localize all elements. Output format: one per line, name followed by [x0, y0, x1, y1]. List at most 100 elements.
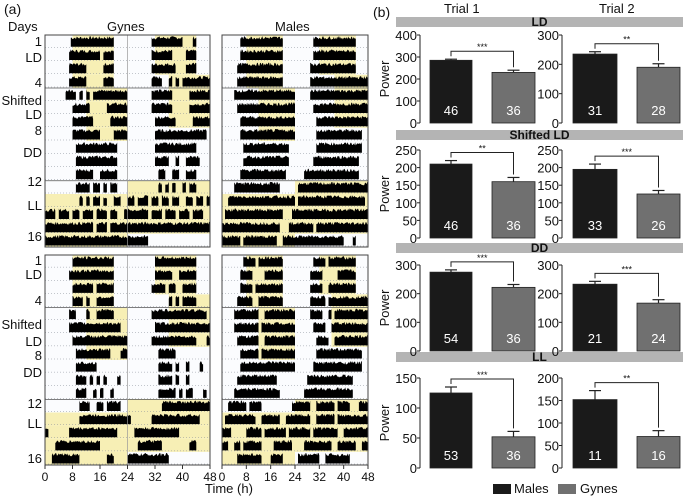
bar-chart-dd-trial-1: 0 100 200 300 Power 54 36 *** — [377, 253, 536, 359]
activity-block — [106, 400, 121, 411]
activity-block — [89, 374, 94, 385]
activity-block — [100, 168, 118, 180]
activity-block — [185, 49, 197, 60]
activity-block — [151, 102, 173, 113]
day-label: 4 — [34, 75, 42, 90]
activity-block — [352, 235, 356, 246]
activity-block — [185, 196, 193, 206]
activity-block — [175, 361, 180, 372]
time-tick-label: 40 — [176, 470, 190, 484]
activity-block — [192, 115, 210, 127]
activity-block — [310, 62, 356, 74]
activity-block — [310, 269, 323, 280]
activity-block — [264, 334, 295, 346]
activity-block — [258, 256, 283, 267]
day-label: DD — [23, 365, 42, 380]
activity-block — [237, 102, 295, 113]
activity-block — [292, 208, 368, 219]
activity-block — [93, 388, 97, 398]
activity-block — [72, 115, 94, 127]
day-label: LL — [27, 198, 42, 213]
activity-block — [243, 440, 262, 451]
activity-block — [240, 129, 295, 140]
activity-block — [328, 256, 356, 267]
activity-block — [179, 269, 197, 280]
sample-size-label: 16 — [651, 448, 665, 463]
bar-gynes — [491, 436, 536, 469]
y-tick-label: 0 — [552, 116, 559, 131]
sample-size-label: 28 — [651, 103, 665, 118]
time-tick-label: 24 — [121, 470, 135, 484]
y-tick-label: 100 — [395, 315, 417, 330]
activity-block — [285, 413, 311, 425]
activity-block — [69, 76, 87, 87]
y-axis-label: Power — [377, 404, 392, 442]
activity-block — [182, 75, 210, 87]
activity-block — [307, 374, 353, 385]
activity-block — [103, 182, 107, 193]
condition-header-ll: LL — [396, 351, 683, 363]
significance-bracket — [450, 261, 514, 282]
actogram-males-bottom — [221, 254, 369, 466]
y-tick-label: 100 — [395, 94, 417, 109]
sample-size-label: 46 — [444, 103, 458, 118]
activity-block — [313, 256, 326, 267]
activity-block — [264, 308, 295, 320]
day-label: LD — [25, 50, 42, 65]
activity-block — [282, 234, 344, 246]
activity-block — [237, 75, 283, 87]
activity-block — [313, 102, 368, 113]
activity-block — [79, 90, 83, 100]
activity-block — [151, 208, 162, 219]
y-tick-label: 200 — [395, 161, 417, 176]
y-tick-label: 0 — [552, 231, 559, 246]
activity-block — [106, 453, 114, 464]
bar-chart-ll-trial-2: 0 50 100 150 200 11 16 ** — [537, 371, 681, 476]
sample-size-label: 46 — [444, 218, 458, 233]
activity-block — [240, 361, 295, 372]
activity-block — [86, 195, 90, 206]
activity-block — [103, 374, 107, 385]
activity-block — [182, 295, 197, 306]
activity-block — [185, 169, 197, 180]
activity-block — [45, 208, 56, 219]
activity-block — [310, 282, 323, 293]
activity-block — [175, 155, 180, 166]
activity-block — [70, 36, 114, 47]
activity-block — [124, 208, 149, 219]
y-tick-label: 200 — [537, 287, 559, 302]
activity-block — [298, 195, 365, 206]
bar-chart-ll-trial-1: 0 50 100 150 Power 53 36 *** — [377, 370, 536, 476]
activity-block — [237, 62, 283, 74]
y-tick-label: 0 — [410, 461, 417, 476]
activity-block — [151, 413, 200, 425]
activity-block — [337, 440, 356, 451]
activity-block — [158, 182, 162, 193]
activity-block — [206, 335, 210, 346]
activity-block — [240, 348, 259, 359]
y-tick-label: 250 — [395, 143, 417, 158]
activity-block — [185, 155, 200, 166]
activity-block — [222, 221, 280, 233]
actogram-frame — [221, 34, 369, 248]
legend-swatch-males — [493, 484, 511, 494]
y-axis-label: Power — [377, 289, 392, 327]
time-tick-label: 48 — [203, 470, 217, 484]
y-tick-label: 0 — [552, 461, 559, 476]
y-tick-label: 50 — [403, 431, 417, 446]
gynes-title: Gynes — [107, 19, 145, 34]
activity-block — [75, 374, 87, 385]
activity-block — [192, 208, 204, 219]
activity-block — [158, 348, 176, 359]
activity-block — [86, 89, 90, 100]
activity-block — [75, 142, 118, 153]
time-tick-label: 32 — [148, 470, 162, 484]
activity-block — [172, 182, 176, 193]
activity-block — [175, 374, 180, 385]
activity-block — [234, 308, 259, 320]
bar-males — [572, 53, 618, 124]
time-tick-label: 48 — [361, 470, 375, 484]
males-title: Males — [275, 19, 310, 34]
activity-block — [69, 269, 114, 280]
activity-block — [155, 269, 173, 280]
